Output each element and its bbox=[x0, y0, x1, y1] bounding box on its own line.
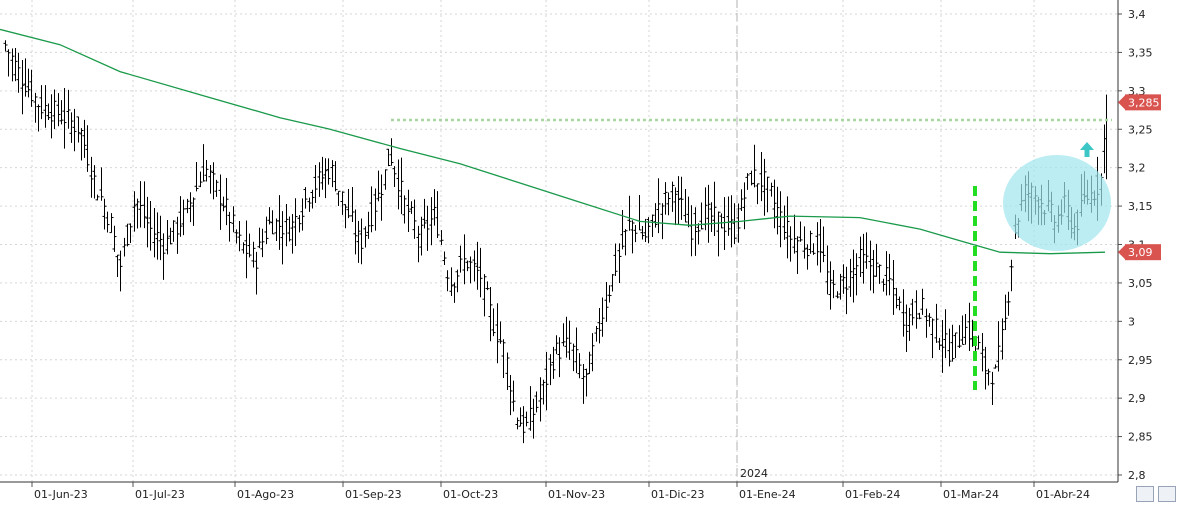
y-tick-label: 3,15 bbox=[1128, 200, 1153, 213]
y-tick-label: 2,9 bbox=[1128, 392, 1146, 405]
moving-average-line bbox=[0, 28, 1106, 255]
year-label: 2024 bbox=[740, 467, 768, 480]
axes: 3,43,353,33,253,23,153,13,0532,952,92,85… bbox=[0, 0, 1161, 501]
x-tick-label: 01-Dic-23 bbox=[651, 488, 705, 501]
up-arrow-icon bbox=[1080, 142, 1094, 157]
y-tick-label: 2,95 bbox=[1128, 354, 1153, 367]
x-tick-label: 01-Jul-23 bbox=[135, 488, 185, 501]
y-tick-label: 3,35 bbox=[1128, 46, 1153, 59]
y-tick-label: 2,8 bbox=[1128, 469, 1146, 482]
y-tick-label: 3,25 bbox=[1128, 123, 1153, 136]
x-tick-label: 01-Sep-23 bbox=[345, 488, 402, 501]
ohlc-bars bbox=[3, 40, 1107, 444]
ma-price-badge bbox=[1125, 244, 1161, 261]
last-price-badge-label: 3,285 bbox=[1128, 96, 1160, 109]
y-tick-label: 3,05 bbox=[1128, 277, 1153, 290]
last-price-badge-pointer bbox=[1118, 94, 1126, 111]
x-tick-label: 01-Nov-23 bbox=[548, 488, 605, 501]
x-tick-label: 01-Oct-23 bbox=[443, 488, 498, 501]
chart-scroll-end-button[interactable] bbox=[1158, 486, 1176, 502]
x-tick-label: 01-Feb-24 bbox=[845, 488, 900, 501]
ma-price-badge-pointer bbox=[1118, 244, 1126, 261]
last-price-badge bbox=[1125, 94, 1161, 111]
y-tick-label: 3 bbox=[1128, 315, 1135, 328]
overlays bbox=[0, 28, 1112, 390]
y-tick-label: 2,85 bbox=[1128, 431, 1153, 444]
x-tick-label: 01-Ago-23 bbox=[237, 488, 294, 501]
chart-settings-button[interactable] bbox=[1136, 486, 1154, 502]
x-tick-label: 01-Jun-23 bbox=[34, 488, 88, 501]
y-tick-label: 3,2 bbox=[1128, 162, 1146, 175]
consolidation-highlight-circle bbox=[1003, 155, 1111, 251]
ma-price-badge-label: 3,09 bbox=[1128, 246, 1153, 259]
x-tick-label: 01-Ene-24 bbox=[739, 488, 796, 501]
x-tick-label: 01-Abr-24 bbox=[1036, 488, 1090, 501]
y-tick-label: 3,4 bbox=[1128, 8, 1146, 21]
x-tick-label: 01-Mar-24 bbox=[943, 488, 999, 501]
